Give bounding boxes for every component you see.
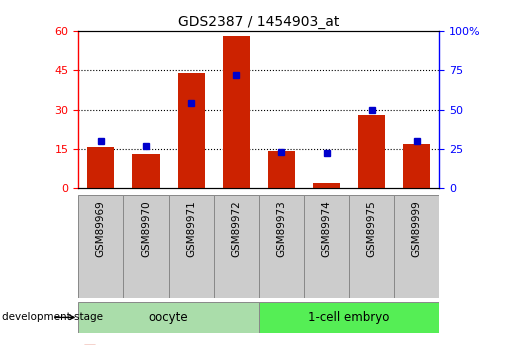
Bar (87, 147, 115, 188)
Text: GSM89969: GSM89969 (96, 200, 106, 257)
Bar (403, 144, 430, 188)
Title: GDS2387 / 1454903_at: GDS2387 / 1454903_at (178, 14, 339, 29)
Text: GSM89999: GSM89999 (412, 200, 422, 257)
Bar (313, 183, 340, 188)
Bar (132, 154, 160, 188)
Bar (349, 195, 394, 298)
Text: GSM89972: GSM89972 (231, 200, 241, 257)
Text: GSM89975: GSM89975 (367, 200, 377, 257)
Text: development stage: development stage (2, 313, 103, 322)
Bar (169, 195, 214, 298)
Text: 1-cell embryo: 1-cell embryo (309, 311, 390, 324)
Text: GSM89970: GSM89970 (141, 200, 151, 257)
Text: GSM89973: GSM89973 (276, 200, 286, 257)
Bar (259, 195, 304, 298)
Bar (304, 195, 349, 298)
Bar (358, 115, 385, 188)
Bar (259, 302, 439, 333)
Bar (123, 195, 169, 298)
Bar (268, 151, 295, 188)
Bar (78, 302, 259, 333)
Bar (78, 195, 123, 298)
Text: oocyte: oocyte (149, 311, 188, 324)
Bar (394, 195, 439, 298)
Text: GSM89974: GSM89974 (322, 200, 331, 257)
Text: GSM89971: GSM89971 (186, 200, 196, 257)
Bar (178, 73, 205, 188)
Bar (223, 36, 250, 188)
Bar (214, 195, 259, 298)
